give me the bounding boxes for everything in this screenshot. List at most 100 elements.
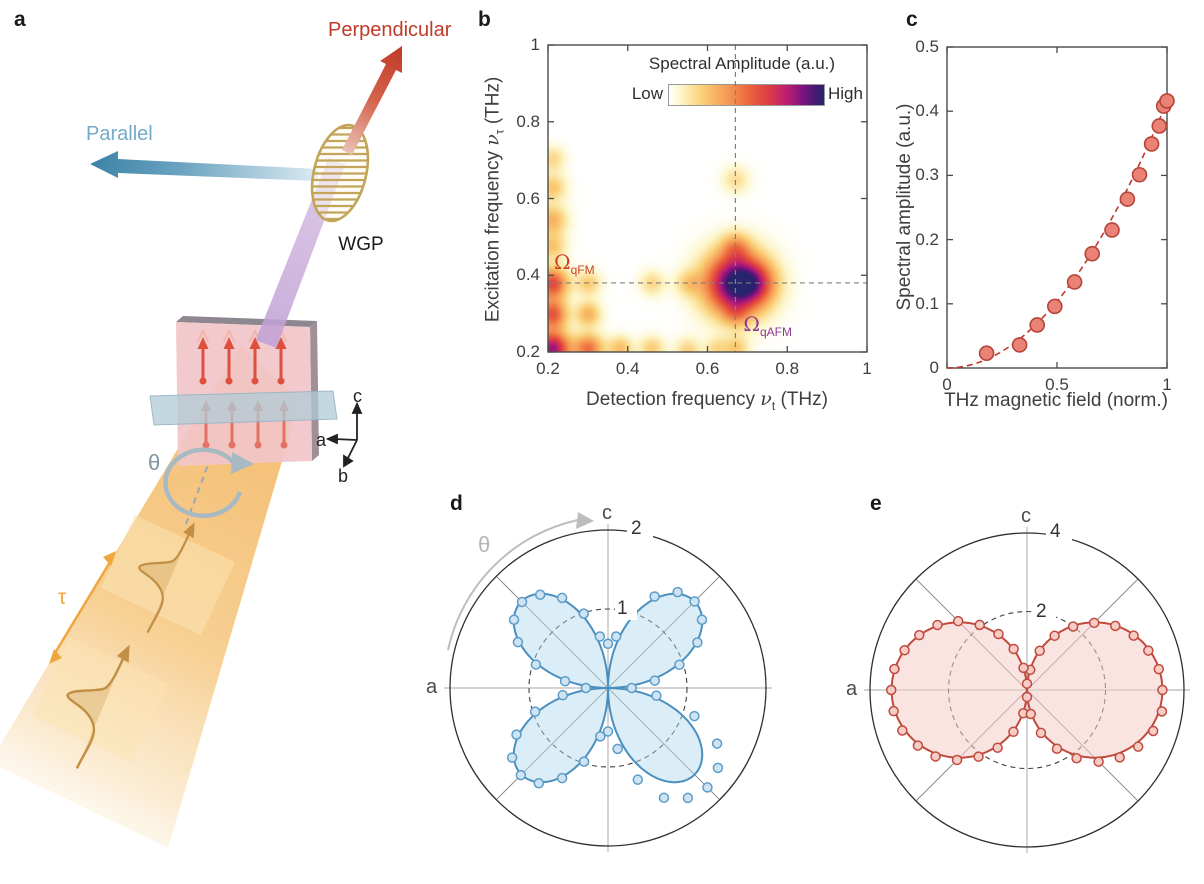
theta-rotation-arrow [163,447,254,519]
tick-gap [1046,520,1072,546]
heatmap-x-tick-label: 0.8 [775,359,800,378]
data-point [1119,191,1136,207]
x-label-text: Detection frequency [586,389,761,410]
polar-data-point [658,792,670,804]
nu-subscript: t [771,398,776,413]
polar-rtick-label: 2 [1036,600,1047,622]
polar-data-point [649,591,660,602]
scatter-y-tick-label: 0.3 [915,165,939,185]
panel-label-c: c [906,8,918,31]
polar-data-point [529,706,541,717]
polar-data-point [930,751,941,762]
polar-data-point [612,743,623,755]
polar-data-point [626,682,637,694]
polar-data-point [1071,753,1082,764]
crystal-axis-b-label: b [338,466,348,486]
polar-data-point [578,608,590,619]
scatter-y-tick-label: 0.1 [915,293,939,313]
panel-label-e: e [870,492,882,515]
crystal-axis-a-label: a [316,430,327,450]
spin-arrow-head [275,337,287,349]
polar-data-point [602,638,614,650]
data-point [1104,222,1120,238]
polar-data-point [973,751,984,762]
polar-data-point [580,682,592,694]
perpendicular-label: Perpendicular [328,19,452,41]
polar-data-point [1132,741,1144,752]
polar-a-axis-label: a [426,676,438,698]
pulse-sheet [101,515,235,635]
polar-data-point [899,644,910,656]
polar-data-point [512,636,524,648]
colorbar-title: Spectral Amplitude (a.u.) [648,54,836,73]
polar-data-point [702,782,713,793]
parallel-label: Parallel [86,123,153,145]
polar-data-point [516,596,528,608]
polar-data-point [506,752,518,763]
data-point [1066,274,1083,290]
polar-a-axis-label: a [846,678,858,700]
panel-label-a: a [14,8,26,31]
heatmap-y-tick-label: 0.8 [516,111,540,131]
spin-arrow-head [197,337,209,349]
data-point [1011,337,1028,353]
data-point [1143,136,1160,152]
heatmap-x-tick-label: 0.2 [536,359,560,378]
heatmap-x-tick-label: 0.6 [695,359,720,378]
theta-label: θ [148,450,160,475]
polar-data-point [1110,620,1121,632]
polar-data-point [932,619,943,631]
heatmap-y-tick-label: 0.2 [516,342,540,361]
polar-data-point [1018,662,1029,674]
polar-data-point [689,596,700,607]
polar-data-point [711,738,723,749]
crystal-axis-c-label: c [353,386,362,406]
spin-arrow-ghost-head [196,328,210,343]
polar-data-point [557,689,568,701]
sampling-plane [149,390,338,426]
experiment-schematic: τ θ Parallel WGP [0,19,452,848]
polar-data-point [885,684,897,696]
polar-data-point [649,675,661,686]
polar-data-point [912,740,924,751]
polar-data-point [1008,643,1019,655]
polar-data-point [556,592,568,604]
polar-c-axis-label: c [602,502,612,524]
tau-label: τ [58,586,67,609]
polar-data-point [632,774,644,785]
heatmap-y-tick-label: 0.4 [516,265,540,285]
polar-data-point [1021,691,1033,703]
mode-annotation: ΩqFM [553,250,595,278]
tick-gap [615,598,637,620]
heatmap-x-tick-label: 0.4 [615,359,640,378]
data-point [1151,118,1168,134]
polar-outer-circle [869,532,1185,848]
crystal-axes [325,401,363,468]
mode-annotation: ΩqAFM [743,311,792,339]
polar-fit-curve [512,592,704,784]
spin-arrow-head [223,337,235,349]
data-point [978,345,995,362]
polar-data-point [595,731,606,742]
scatter-y-tick-label: 0.5 [915,37,939,56]
scatter-x-axis-label: THz magnetic field (norm.) [944,390,1168,411]
scatter-x-tick-label: 0.5 [1045,375,1069,394]
heatmap-y-tick-label: 0.6 [516,188,540,208]
data-point [1131,166,1148,183]
polar-data-point [651,690,662,701]
polar-data-point [1114,752,1125,763]
theta-sweep-arc [447,519,579,651]
data-point [1047,298,1063,315]
panel-label-d: d [450,492,463,515]
perpendicular-arrow [342,46,402,155]
polar-data-point [1049,630,1060,642]
thz-pulse [138,522,195,634]
scatter-x-tick-label: 1 [1162,375,1172,394]
polar-data-point [1093,756,1104,767]
polar-rtick-label: 4 [1050,521,1061,542]
panel-label-b: b [478,8,491,31]
data-point [1084,245,1100,262]
scatter-x-tick-label: 0 [942,375,952,394]
polar-data-point [610,631,622,642]
thz-pulse [66,644,130,769]
